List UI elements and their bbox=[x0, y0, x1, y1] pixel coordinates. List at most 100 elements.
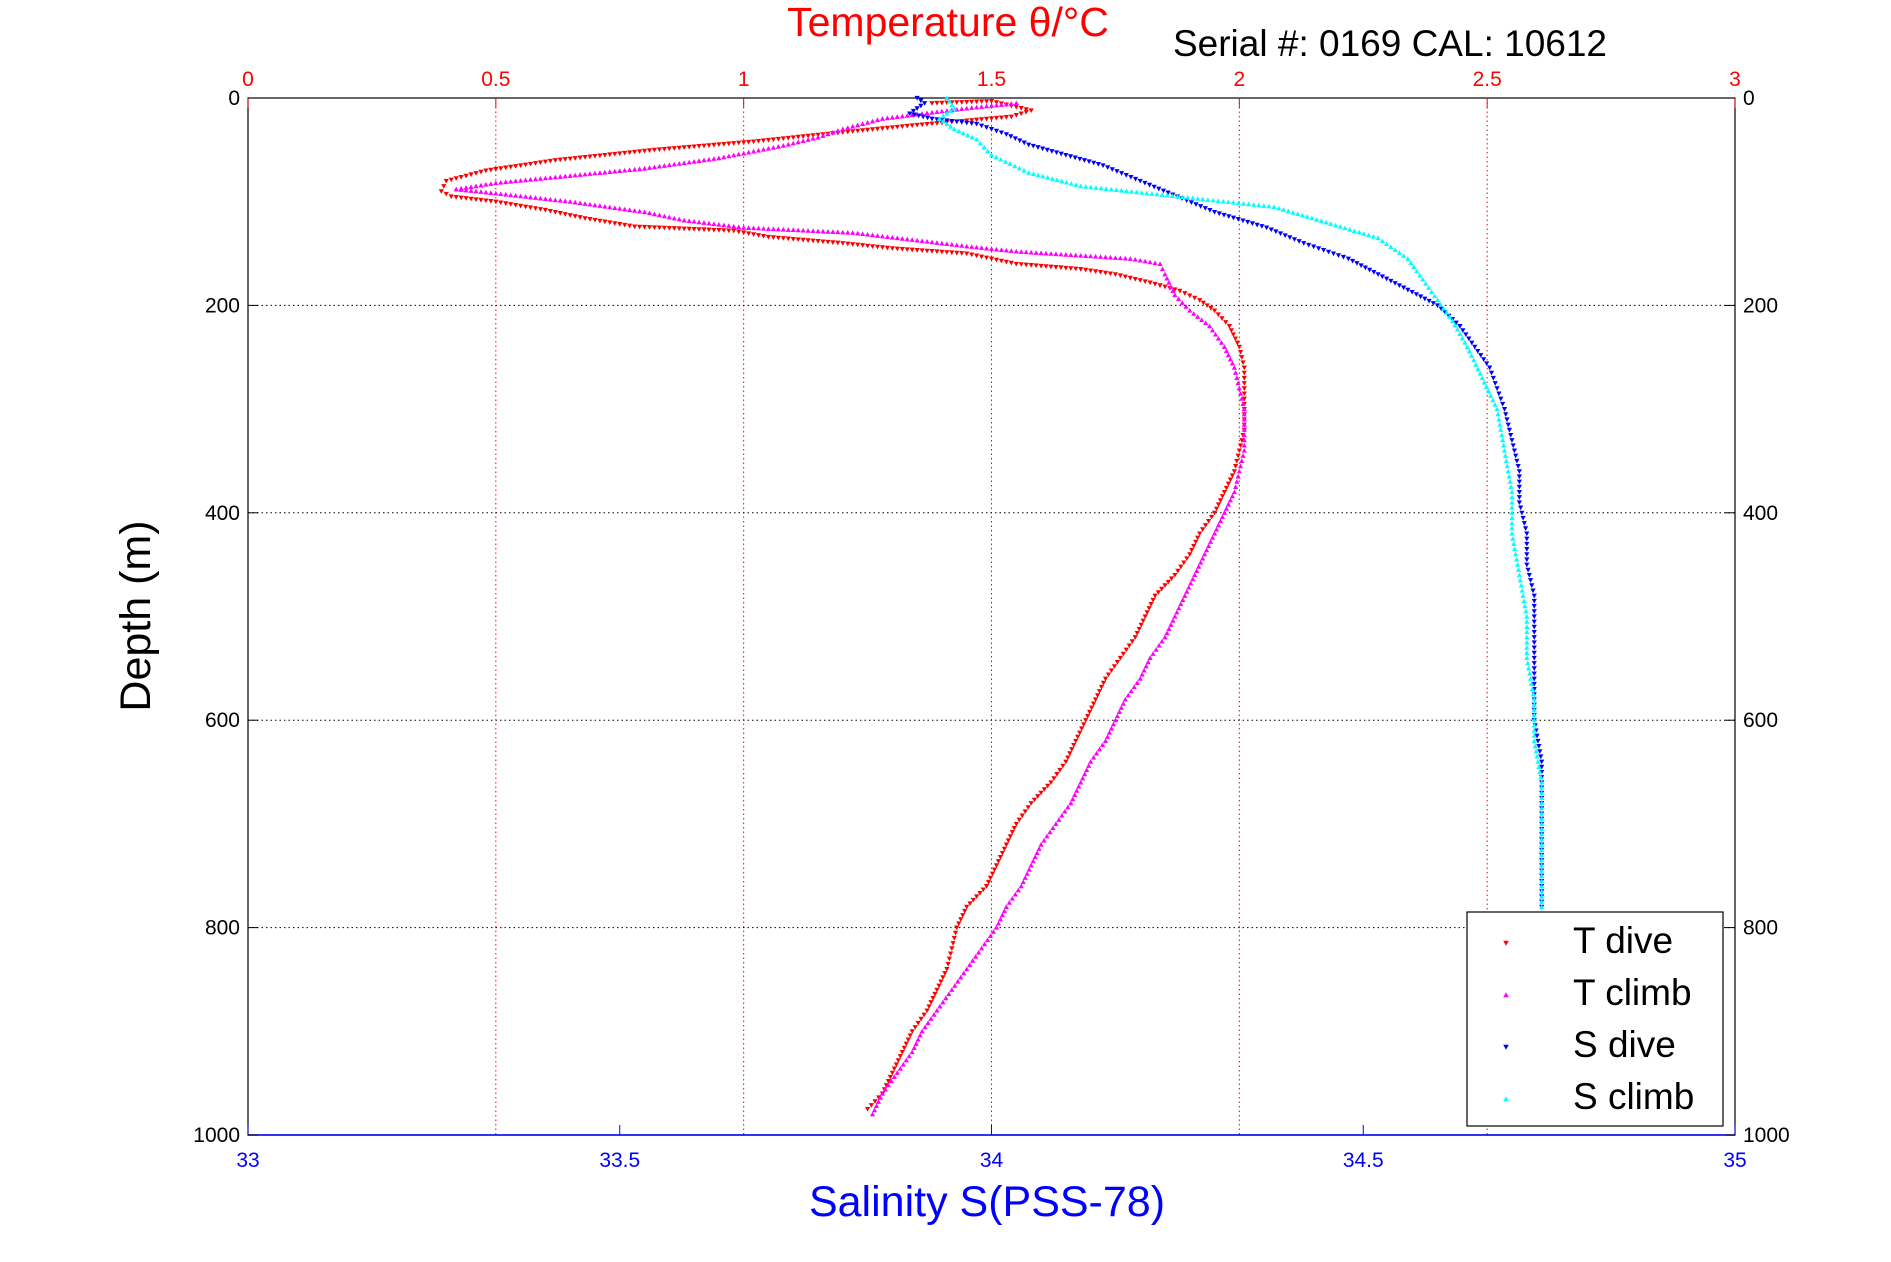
data-point bbox=[1462, 339, 1468, 345]
data-point bbox=[855, 122, 861, 128]
data-point bbox=[1045, 174, 1051, 180]
data-point bbox=[1487, 365, 1493, 371]
data-point bbox=[790, 227, 796, 233]
data-point bbox=[641, 148, 648, 154]
data-point bbox=[936, 983, 942, 989]
data-point bbox=[522, 162, 529, 168]
data-point bbox=[1539, 888, 1545, 894]
data-point bbox=[498, 179, 504, 185]
data-point bbox=[532, 206, 539, 211]
data-point bbox=[721, 154, 727, 160]
data-point bbox=[1178, 564, 1184, 570]
data-point bbox=[1013, 104, 1019, 110]
data-point bbox=[864, 1106, 871, 1112]
data-point bbox=[503, 179, 509, 185]
data-point bbox=[1123, 173, 1129, 178]
data-point bbox=[1290, 209, 1296, 215]
data-point bbox=[964, 243, 970, 249]
data-point bbox=[1022, 809, 1028, 815]
data-point bbox=[498, 200, 504, 206]
data-point bbox=[835, 128, 841, 133]
data-point bbox=[934, 121, 940, 126]
data-point bbox=[977, 140, 983, 146]
data-point bbox=[671, 161, 677, 167]
data-point bbox=[964, 99, 970, 105]
data-point bbox=[1392, 281, 1398, 286]
data-point bbox=[810, 238, 816, 244]
data-point bbox=[1524, 639, 1530, 645]
data-point bbox=[1166, 626, 1172, 632]
data-point bbox=[1384, 276, 1390, 282]
data-point bbox=[985, 879, 992, 885]
data-point bbox=[855, 128, 861, 134]
data-point bbox=[1506, 427, 1513, 433]
data-point bbox=[1123, 188, 1130, 194]
data-point bbox=[1524, 613, 1530, 619]
data-point bbox=[790, 236, 796, 242]
data-point bbox=[948, 123, 954, 129]
data-point bbox=[587, 171, 593, 176]
data-point bbox=[918, 103, 924, 109]
data-point bbox=[537, 160, 544, 166]
data-point bbox=[1021, 140, 1027, 146]
data-point bbox=[1330, 251, 1337, 257]
data-point bbox=[1494, 406, 1500, 412]
data-point bbox=[1197, 298, 1203, 303]
data-point bbox=[547, 208, 553, 214]
y-axis-label: Depth (m) bbox=[112, 520, 160, 711]
data-point bbox=[1488, 370, 1495, 376]
data-point bbox=[1026, 142, 1032, 148]
data-point bbox=[884, 245, 891, 251]
data-point bbox=[924, 239, 930, 244]
data-point bbox=[1033, 263, 1039, 269]
data-point bbox=[1532, 743, 1538, 749]
data-point bbox=[508, 192, 514, 198]
data-point bbox=[1065, 755, 1071, 761]
data-point bbox=[899, 124, 905, 130]
data-point bbox=[860, 243, 866, 248]
data-point bbox=[587, 154, 593, 160]
data-point bbox=[1245, 201, 1252, 207]
data-point bbox=[1241, 422, 1247, 427]
data-point bbox=[993, 925, 1000, 930]
data-point bbox=[825, 131, 831, 137]
data-point bbox=[1531, 629, 1537, 635]
data-point bbox=[1083, 253, 1089, 258]
data-point bbox=[940, 113, 946, 119]
data-point bbox=[1241, 370, 1247, 376]
data-point bbox=[904, 247, 910, 253]
data-point bbox=[1145, 659, 1151, 665]
data-point bbox=[577, 155, 583, 161]
data-point bbox=[1528, 681, 1535, 686]
data-point bbox=[1102, 270, 1109, 276]
top-axis-tick-label: 2.5 bbox=[1473, 68, 1502, 91]
data-point bbox=[984, 937, 991, 943]
data-point bbox=[552, 174, 558, 180]
data-point bbox=[1114, 660, 1120, 665]
data-point bbox=[840, 241, 846, 246]
data-point bbox=[1539, 847, 1545, 852]
data-point bbox=[1215, 312, 1221, 318]
data-point bbox=[1023, 249, 1029, 255]
data-point bbox=[981, 941, 988, 947]
data-point bbox=[993, 115, 1000, 121]
data-point bbox=[1227, 477, 1234, 483]
data-point bbox=[864, 127, 871, 133]
data-point bbox=[1144, 610, 1150, 615]
data-point bbox=[1103, 186, 1109, 191]
data-point bbox=[527, 177, 534, 182]
data-point bbox=[1241, 437, 1247, 443]
data-point bbox=[944, 121, 950, 127]
data-point bbox=[1508, 432, 1514, 438]
data-point bbox=[1240, 201, 1247, 206]
data-point bbox=[1362, 265, 1368, 271]
data-point bbox=[987, 933, 994, 938]
data-point bbox=[954, 250, 960, 256]
data-point bbox=[1116, 709, 1122, 714]
data-point bbox=[1475, 348, 1481, 354]
data-point bbox=[1531, 666, 1537, 671]
data-point bbox=[1164, 630, 1170, 636]
left-axis-tick-label: 0 bbox=[228, 87, 240, 110]
data-point bbox=[974, 117, 980, 123]
data-point bbox=[458, 174, 464, 180]
